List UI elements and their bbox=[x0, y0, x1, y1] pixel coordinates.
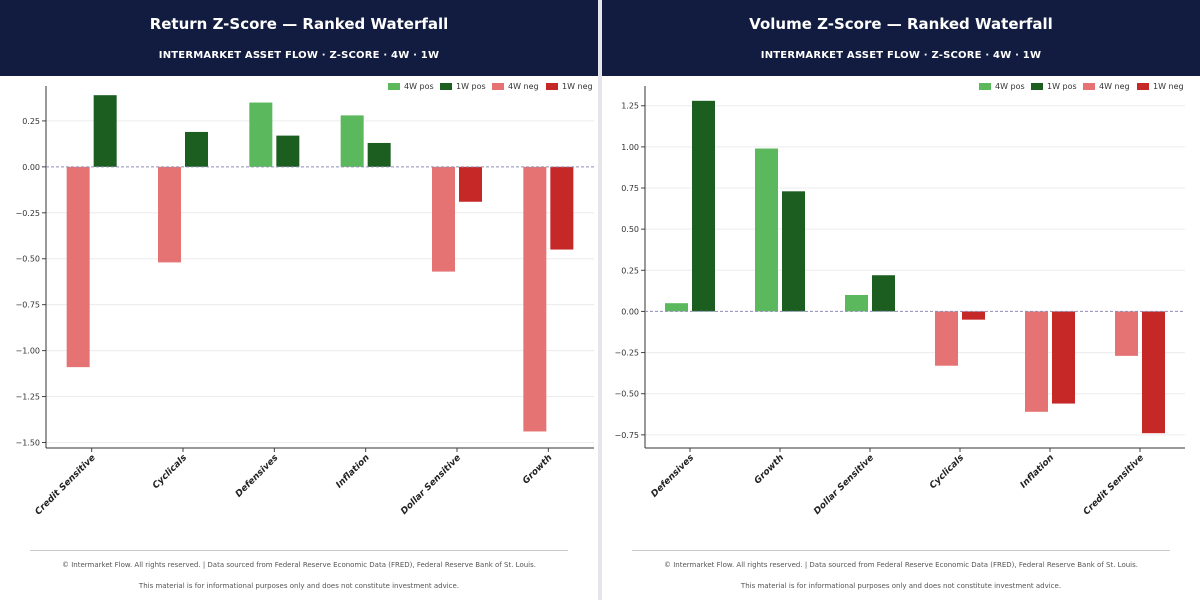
bar-1w-inflation bbox=[367, 142, 391, 167]
panel-divider bbox=[598, 0, 602, 600]
bar-4w-defensives bbox=[249, 102, 273, 167]
bar-4w-cyclicals bbox=[935, 311, 958, 366]
y-tick-label: −0.75 bbox=[15, 301, 40, 310]
bar-4w-credit-sensitive bbox=[1115, 311, 1138, 356]
volume-zscore-chart: 1.25 1.00 0.75 0.50 0.25 0.00 −0.25 −0.50 −0.75 D… bbox=[614, 82, 1185, 517]
chart-subtitle: INTERMARKET ASSET FLOW · Z-SCORE · 4W · … bbox=[158, 50, 440, 61]
legend-label: 4W neg bbox=[1099, 82, 1130, 91]
volume-zscore-panel: Volume Z-Score — Ranked Waterfall INTERM… bbox=[602, 0, 1200, 600]
y-tick-label: −0.75 bbox=[614, 431, 639, 440]
bar-4w-defensives bbox=[665, 303, 688, 312]
bar-1w-dollar-sensitive bbox=[459, 166, 482, 202]
bar-4w-growth bbox=[755, 148, 778, 312]
bar-1w-cyclicals bbox=[962, 311, 985, 320]
x-tick-label: Dollar Sensitive bbox=[812, 453, 876, 517]
bar-1w-growth bbox=[782, 191, 805, 312]
bar-4w-inflation bbox=[1025, 311, 1048, 412]
copyright-notice: © Intermarket Flow. All rights reserved.… bbox=[62, 561, 536, 569]
x-tick-label: Dollar Sensitive bbox=[399, 453, 463, 517]
bar-1w-credit-sensitive bbox=[93, 95, 117, 167]
return-zscore-panel: Return Z-Score — Ranked Waterfall INTERM… bbox=[0, 0, 598, 600]
legend-label: 4W neg bbox=[508, 82, 539, 91]
y-tick-label: −0.50 bbox=[614, 390, 639, 399]
y-tick-label: 0.75 bbox=[621, 184, 639, 193]
bar-4w-inflation bbox=[340, 115, 364, 167]
legend-label: 1W pos bbox=[456, 82, 486, 91]
bar-4w-dollar-sensitive bbox=[432, 166, 455, 272]
x-tick-label: Credit Sensitive bbox=[1082, 453, 1146, 517]
x-tick-label: Defensives bbox=[650, 453, 697, 500]
bar-1w-defensives bbox=[692, 100, 715, 312]
legend-swatch bbox=[388, 83, 400, 90]
return-zscore-chart: 0.25 0.00 −0.25 −0.50 −0.75 −1.00 −1.25 −1.50 Cr… bbox=[15, 82, 594, 517]
legend-swatch bbox=[440, 83, 452, 90]
legend-swatch bbox=[492, 83, 504, 90]
footer-divider bbox=[30, 550, 568, 551]
legend-label: 1W neg bbox=[562, 82, 593, 91]
legend-label: 1W neg bbox=[1153, 82, 1184, 91]
x-tick-label: Inflation bbox=[1019, 453, 1056, 490]
y-tick-label: −1.00 bbox=[15, 347, 40, 356]
copyright-notice: © Intermarket Flow. All rights reserved.… bbox=[664, 561, 1138, 569]
disclaimer-notice: This material is for informational purpo… bbox=[138, 582, 460, 590]
chart-title: Return Z-Score — Ranked Waterfall bbox=[149, 15, 449, 33]
bar-4w-dollar-sensitive bbox=[845, 294, 868, 312]
y-tick-label: 0.25 bbox=[22, 117, 40, 126]
bar-1w-dollar-sensitive bbox=[872, 275, 895, 312]
x-tick-label: Cyclicals bbox=[928, 453, 967, 492]
legend-label: 4W pos bbox=[995, 82, 1025, 91]
y-tick-label: 0.50 bbox=[621, 225, 639, 234]
chart-title: Volume Z-Score — Ranked Waterfall bbox=[749, 15, 1053, 33]
x-tick-label: Growth bbox=[521, 453, 554, 486]
panel-header: Volume Z-Score — Ranked Waterfall INTERM… bbox=[602, 0, 1200, 76]
bar-1w-growth bbox=[550, 166, 574, 250]
x-tick-label: Cyclicals bbox=[151, 453, 190, 492]
legend-swatch bbox=[979, 83, 991, 90]
y-tick-label: −0.25 bbox=[614, 349, 639, 358]
bar-1w-defensives bbox=[276, 135, 300, 167]
legend-swatch bbox=[1137, 83, 1149, 90]
x-tick-label: Credit Sensitive bbox=[34, 453, 98, 517]
x-tick-label: Growth bbox=[753, 453, 786, 486]
panel-header: Return Z-Score — Ranked Waterfall INTERM… bbox=[0, 0, 598, 76]
legend-label: 1W pos bbox=[1047, 82, 1077, 91]
y-tick-label: −1.25 bbox=[15, 393, 40, 402]
legend-swatch bbox=[1083, 83, 1095, 90]
disclaimer-notice: This material is for informational purpo… bbox=[740, 582, 1062, 590]
y-tick-label: 0.00 bbox=[621, 307, 639, 316]
x-tick-label: Inflation bbox=[334, 453, 371, 490]
y-tick-label: 0.00 bbox=[22, 163, 40, 172]
y-tick-label: −0.50 bbox=[15, 255, 40, 264]
legend-label: 4W pos bbox=[404, 82, 434, 91]
y-tick-label: −1.50 bbox=[15, 438, 40, 447]
chart-subtitle: INTERMARKET ASSET FLOW · Z-SCORE · 4W · … bbox=[760, 50, 1042, 61]
legend-swatch bbox=[546, 83, 558, 90]
x-tick-label: Defensives bbox=[234, 453, 281, 500]
bar-1w-inflation bbox=[1052, 311, 1075, 404]
bar-4w-credit-sensitive bbox=[66, 166, 90, 368]
y-tick-label: 1.25 bbox=[621, 102, 639, 111]
legend-swatch bbox=[1031, 83, 1043, 90]
y-tick-label: 0.25 bbox=[621, 266, 639, 275]
bar-1w-cyclicals bbox=[185, 131, 208, 167]
bar-1w-credit-sensitive bbox=[1142, 311, 1165, 434]
y-tick-label: −0.25 bbox=[15, 209, 40, 218]
y-tick-label: 1.00 bbox=[621, 143, 639, 152]
footer-divider bbox=[632, 550, 1170, 551]
bar-4w-growth bbox=[523, 166, 547, 432]
bar-4w-cyclicals bbox=[158, 166, 181, 263]
